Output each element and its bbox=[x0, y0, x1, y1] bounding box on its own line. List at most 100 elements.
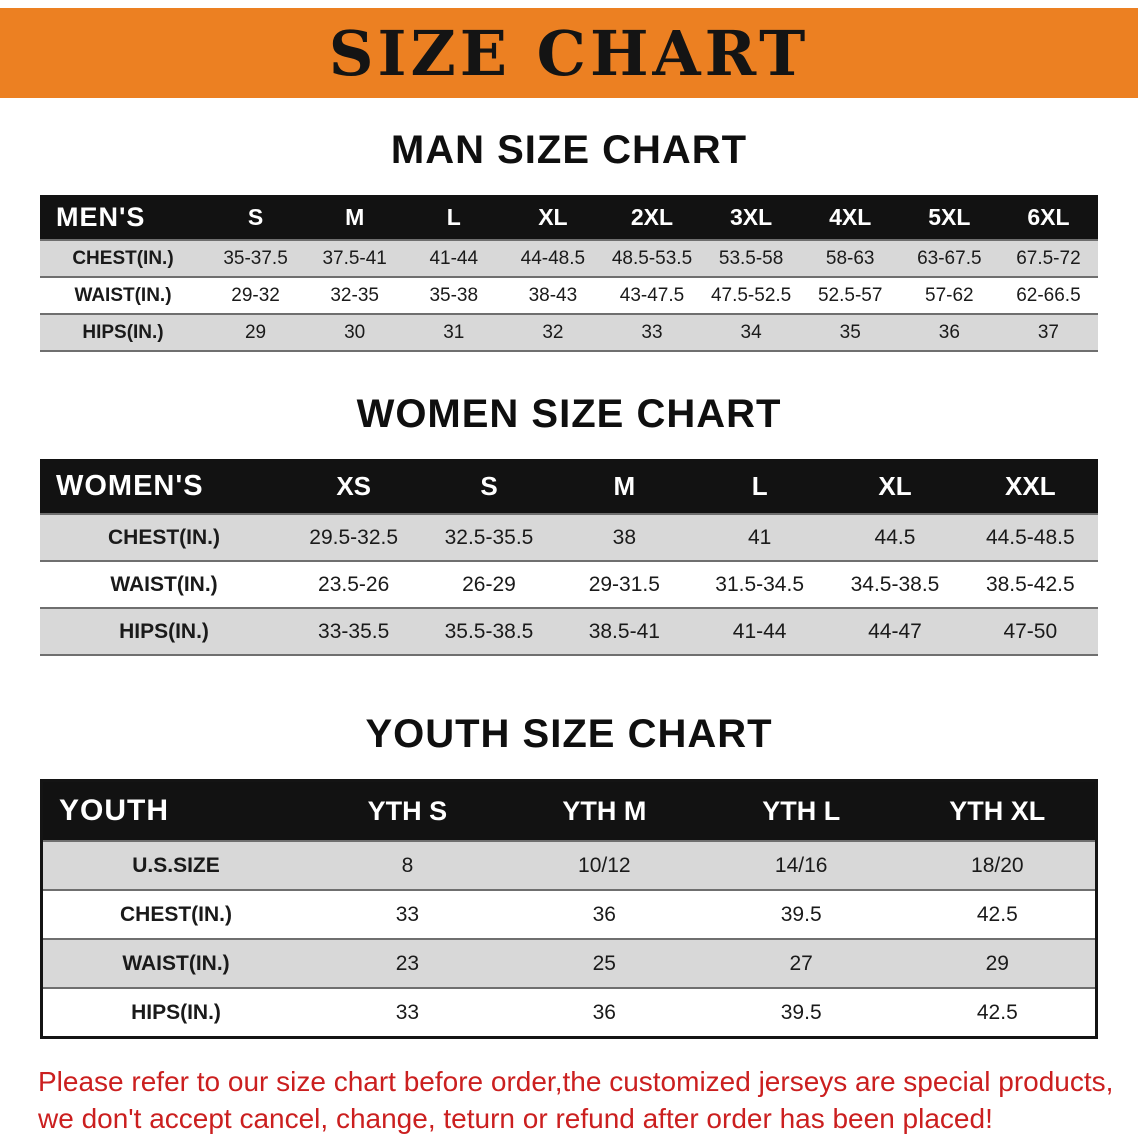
banner-title: SIZE CHART bbox=[328, 16, 810, 90]
size-column-header: L bbox=[751, 470, 768, 501]
table-row: HIPS(IN.) 33-35.5 35.5-38.5 38.5-41 41-44 44-… bbox=[40, 608, 1098, 655]
size-column-header: M bbox=[613, 470, 636, 501]
size-value-cell: 38.5-42.5 bbox=[985, 572, 1075, 596]
size-value-cell: 27 bbox=[789, 951, 813, 975]
table-header-row: MEN'S S M L XL 2XL 3XL 4XL 5XL 6XL bbox=[40, 195, 1098, 240]
size-value-cell: 36 bbox=[592, 1000, 616, 1024]
men-size-section: MAN SIZE CHART MEN'S S M L XL 2XL 3XL 4XL 5XL 6XL… bbox=[0, 128, 1138, 352]
size-value-cell: 36 bbox=[938, 321, 960, 343]
size-value-cell: 26-29 bbox=[462, 572, 516, 596]
size-value-cell: 35-37.5 bbox=[223, 247, 288, 269]
size-value-cell: 18/20 bbox=[971, 853, 1024, 877]
size-column-header: XL bbox=[538, 203, 568, 230]
size-chart-banner: SIZE CHART bbox=[0, 8, 1138, 98]
size-value-cell: 32 bbox=[542, 321, 564, 343]
size-value-cell: 23 bbox=[395, 951, 420, 975]
size-value-cell: 29.5-32.5 bbox=[309, 525, 399, 549]
size-value-cell: 52.5-57 bbox=[817, 284, 883, 306]
table-header-row: WOMEN'S XS S M L XL XXL bbox=[40, 459, 1098, 514]
row-label-cell: WAIST(IN.) bbox=[110, 572, 218, 596]
disclaimer: Please refer to our size chart before or… bbox=[38, 1063, 1118, 1137]
size-value-cell: 48.5-53.5 bbox=[611, 247, 693, 269]
women-size-table: WOMEN'S XS S M L XL XXL CHEST(IN.) 29.5-32.5 32.5… bbox=[40, 459, 1098, 656]
size-value-cell: 67.5-72 bbox=[1016, 247, 1081, 269]
size-value-cell: 31 bbox=[443, 321, 465, 343]
table-row: CHEST(IN.) 35-37.5 37.5-41 41-44 44-48.5 48.5… bbox=[40, 240, 1098, 277]
row-label-cell: U.S.SIZE bbox=[132, 853, 220, 877]
row-label-cell: CHEST(IN.) bbox=[72, 247, 174, 269]
size-value-cell: 38.5-41 bbox=[588, 619, 660, 643]
size-column-header: 3XL bbox=[730, 203, 773, 230]
disclaimer-line-2: we don't accept cancel, change, teturn o… bbox=[38, 1103, 993, 1134]
youth-size-table: YOUTH YTH S YTH M YTH L YTH XL U.S.SIZE 8 10/12… bbox=[40, 779, 1098, 1039]
size-column-header: 4XL bbox=[829, 203, 872, 230]
youth-size-section: YOUTH SIZE CHART YOUTH YTH S YTH M YTH L YTH… bbox=[0, 712, 1138, 1039]
size-value-cell: 31.5-34.5 bbox=[715, 572, 805, 596]
size-value-cell: 43-47.5 bbox=[619, 284, 685, 306]
table-title-cell: YOUTH bbox=[59, 794, 169, 827]
women-section-heading: WOMEN SIZE CHART bbox=[356, 392, 782, 436]
disclaimer-line-1: Please refer to our size chart before or… bbox=[38, 1066, 1114, 1097]
size-value-cell: 44-48.5 bbox=[520, 247, 586, 269]
size-value-cell: 44.5-48.5 bbox=[985, 525, 1075, 549]
size-value-cell: 35.5-38.5 bbox=[444, 619, 534, 643]
size-value-cell: 44.5 bbox=[874, 525, 916, 549]
men-size-table: MEN'S S M L XL 2XL 3XL 4XL 5XL 6XL CHEST(IN.) 35-37… bbox=[40, 195, 1098, 352]
size-value-cell: 14/16 bbox=[774, 853, 828, 877]
size-value-cell: 38 bbox=[612, 525, 636, 549]
size-value-cell: 23.5-26 bbox=[318, 572, 390, 596]
size-column-header: 2XL bbox=[630, 203, 674, 230]
size-column-header: M bbox=[345, 203, 365, 230]
size-value-cell: 62-66.5 bbox=[1016, 284, 1081, 306]
table-row: U.S.SIZE 8 10/12 14/16 18/20 bbox=[41, 841, 1097, 890]
size-column-header: 6XL bbox=[1027, 203, 1070, 230]
size-value-cell: 25 bbox=[592, 951, 616, 975]
size-value-cell: 41 bbox=[747, 525, 772, 549]
size-value-cell: 57-62 bbox=[925, 284, 974, 306]
table-row: WAIST(IN.) 23.5-26 26-29 29-31.5 31.5-34.5 34… bbox=[40, 561, 1098, 608]
size-column-header: YTH S bbox=[367, 795, 448, 826]
size-value-cell: 34 bbox=[740, 321, 762, 343]
size-value-cell: 33 bbox=[395, 1000, 420, 1024]
size-column-header: 5XL bbox=[928, 203, 971, 230]
row-label-cell: WAIST(IN.) bbox=[122, 951, 230, 975]
size-value-cell: 42.5 bbox=[976, 1000, 1018, 1024]
size-column-header: YTH M bbox=[562, 795, 647, 826]
table-row: HIPS(IN.) 29 30 31 32 33 34 35 36 37 bbox=[40, 314, 1098, 351]
size-value-cell: 38-43 bbox=[528, 284, 578, 306]
size-value-cell: 47.5-52.5 bbox=[710, 284, 792, 306]
size-value-cell: 63-67.5 bbox=[917, 247, 982, 269]
size-value-cell: 29-32 bbox=[231, 284, 280, 306]
youth-section-heading: YOUTH SIZE CHART bbox=[365, 712, 773, 756]
size-value-cell: 33-35.5 bbox=[318, 619, 390, 643]
size-value-cell: 32.5-35.5 bbox=[444, 525, 534, 549]
row-label-cell: CHEST(IN.) bbox=[108, 525, 220, 549]
size-value-cell: 29 bbox=[985, 951, 1009, 975]
size-value-cell: 37.5-41 bbox=[322, 247, 387, 269]
size-value-cell: 53.5-58 bbox=[718, 247, 784, 269]
size-value-cell: 41-44 bbox=[429, 247, 479, 269]
size-value-cell: 29 bbox=[244, 321, 267, 343]
size-column-header: XL bbox=[878, 470, 912, 501]
size-value-cell: 35-38 bbox=[429, 284, 479, 306]
row-label-cell: CHEST(IN.) bbox=[120, 902, 232, 926]
size-column-header: L bbox=[446, 203, 461, 230]
table-header-row: YOUTH YTH S YTH M YTH L YTH XL bbox=[41, 780, 1097, 841]
size-column-header: YTH XL bbox=[949, 795, 1046, 826]
men-section-heading: MAN SIZE CHART bbox=[390, 128, 748, 172]
size-column-header: YTH L bbox=[762, 795, 841, 826]
size-column-header: S bbox=[247, 203, 264, 230]
size-value-cell: 10/12 bbox=[578, 853, 631, 877]
size-value-cell: 47-50 bbox=[1003, 619, 1058, 643]
table-row: HIPS(IN.) 33 36 39.5 42.5 bbox=[41, 988, 1097, 1038]
table-row: CHEST(IN.) 33 36 39.5 42.5 bbox=[41, 890, 1097, 939]
row-label-cell: HIPS(IN.) bbox=[119, 619, 209, 643]
size-value-cell: 33 bbox=[395, 902, 420, 926]
size-value-cell: 32-35 bbox=[330, 284, 379, 306]
row-label-cell: HIPS(IN.) bbox=[131, 1000, 221, 1024]
table-row: WAIST(IN.) 23 25 27 29 bbox=[41, 939, 1097, 988]
women-size-section: WOMEN SIZE CHART WOMEN'S XS S M L XL XXL CHEST(… bbox=[0, 392, 1138, 656]
size-value-cell: 58-63 bbox=[825, 247, 875, 269]
size-value-cell: 41-44 bbox=[732, 619, 787, 643]
table-title-cell: WOMEN'S bbox=[56, 469, 204, 502]
